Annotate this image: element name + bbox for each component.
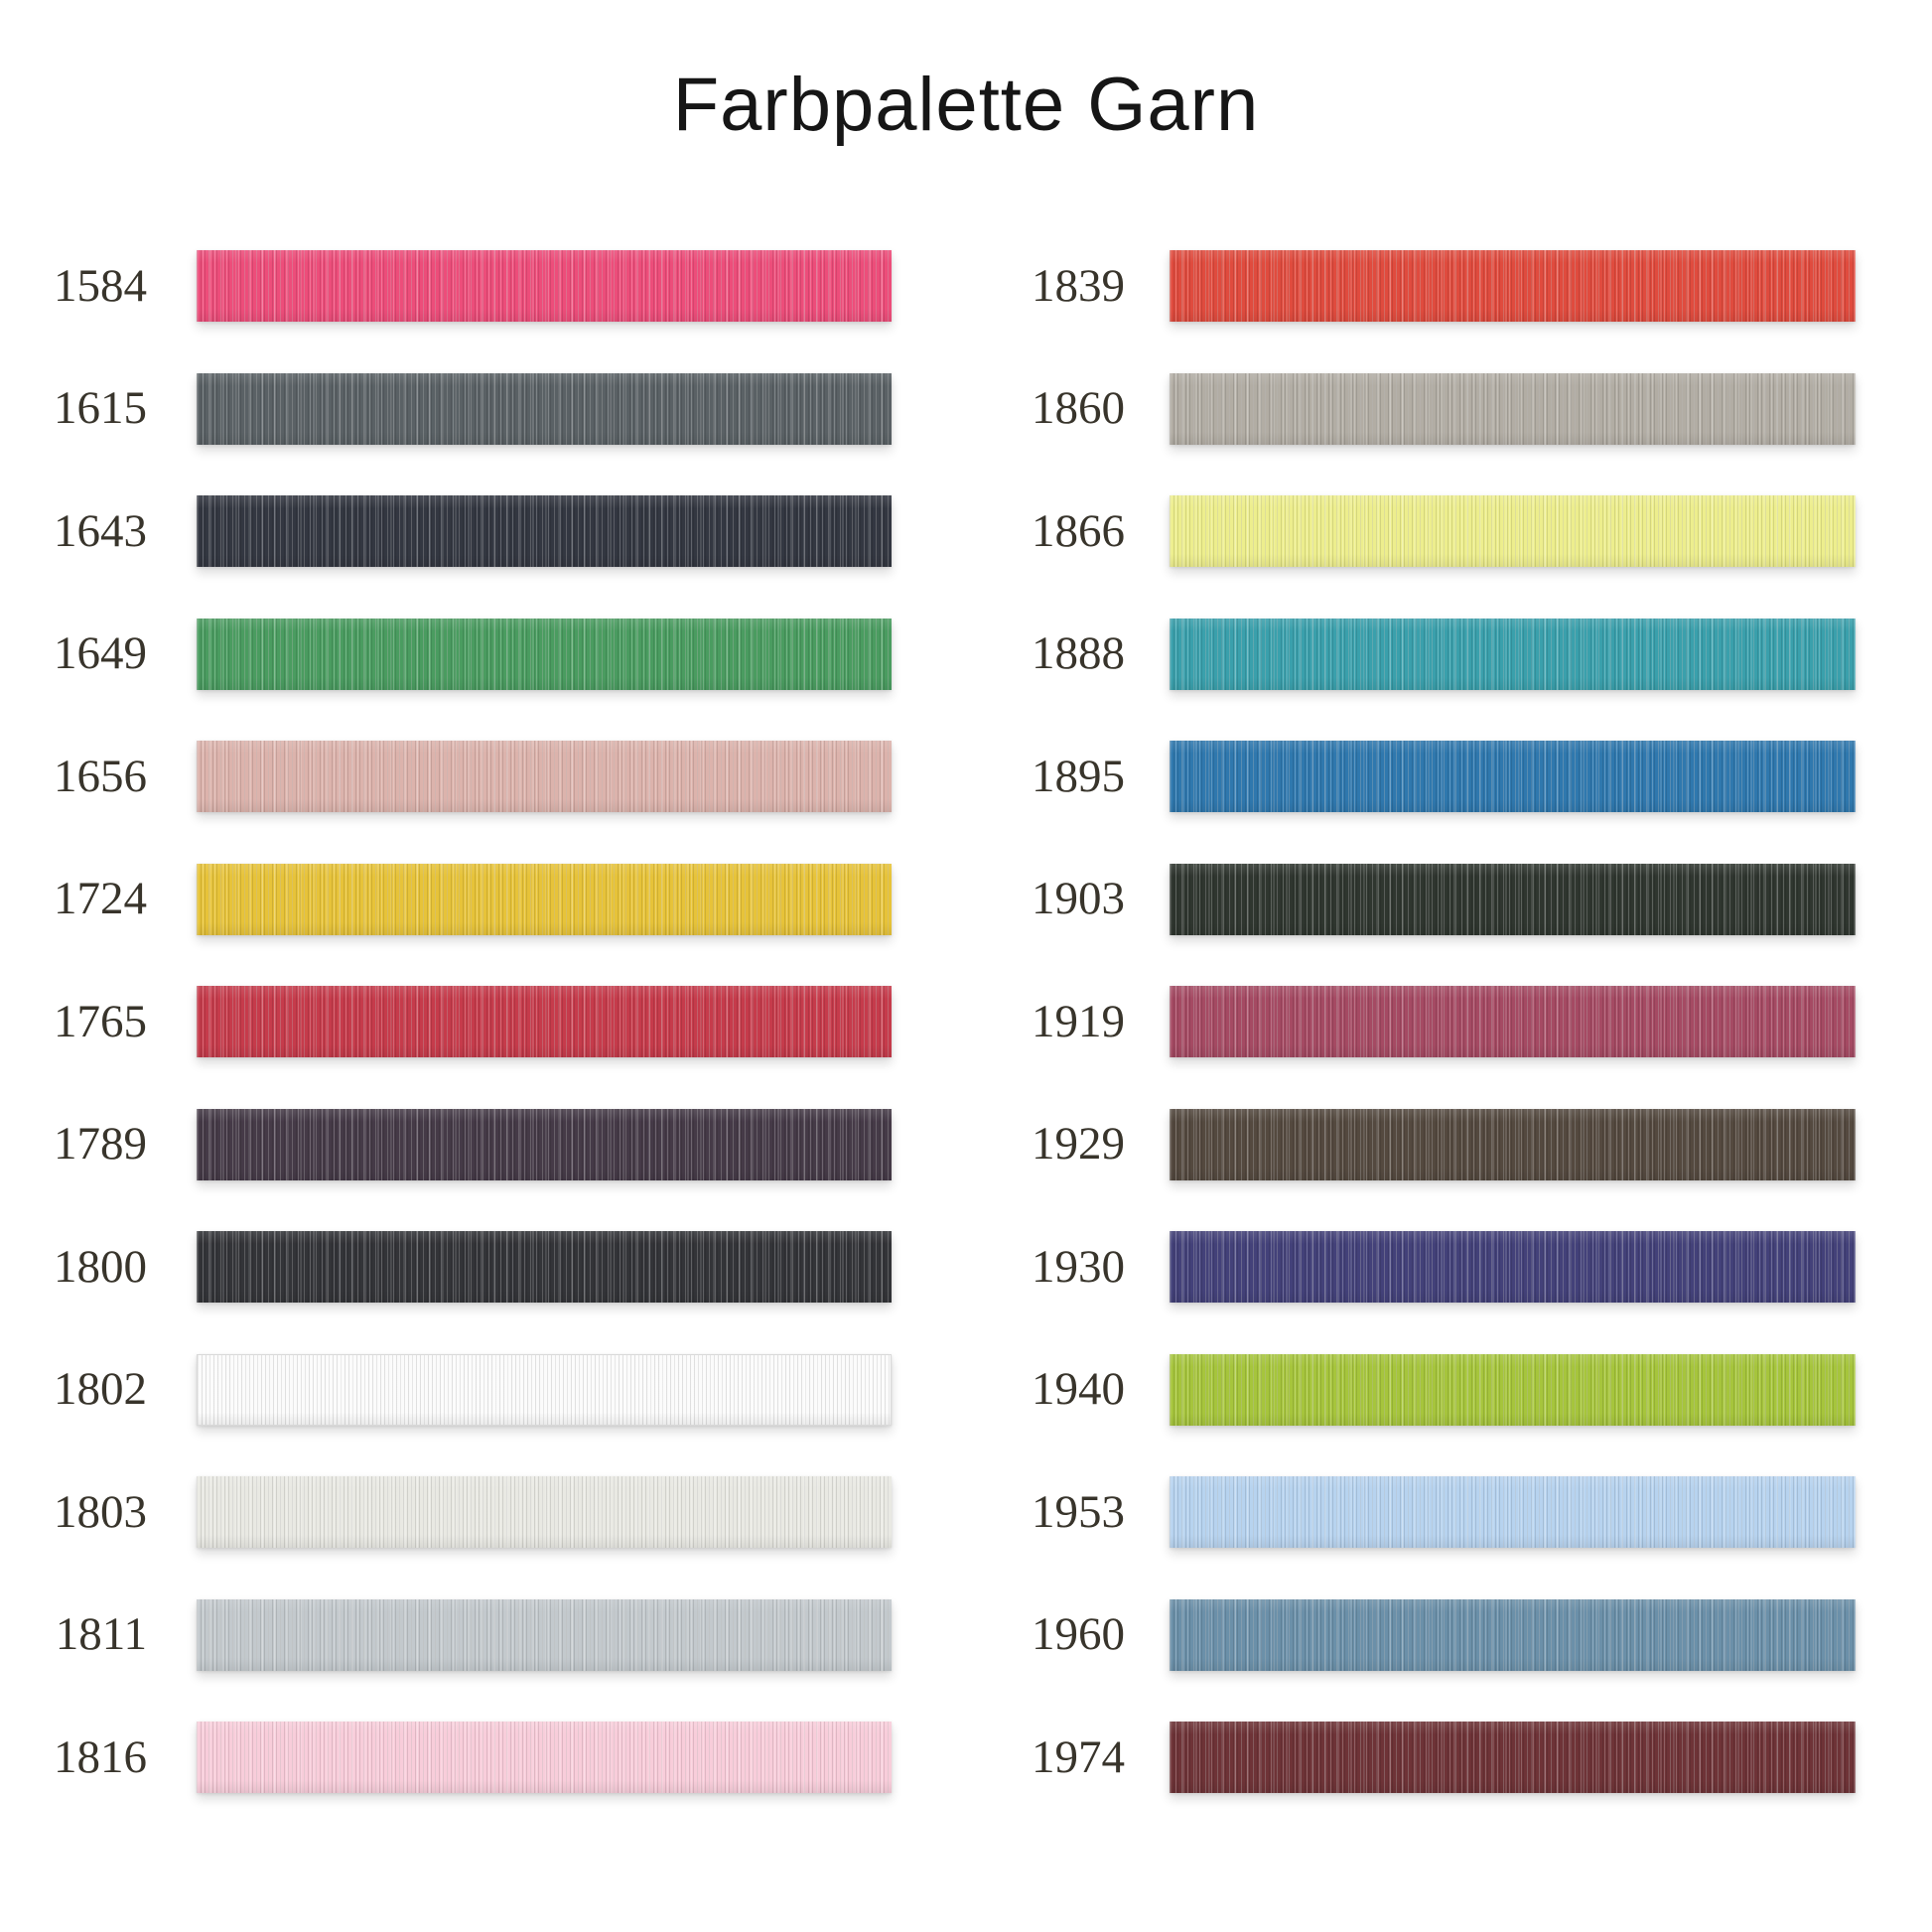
swatch-row: 1615 (0, 372, 892, 445)
yarn-color-swatch (1170, 1476, 1856, 1548)
swatch-row: 1960 (976, 1598, 1856, 1671)
yarn-color-swatch (197, 372, 892, 445)
yarn-code-label: 1919 (1032, 995, 1125, 1047)
yarn-code-label: 1816 (54, 1730, 147, 1783)
yarn-code-label: 1866 (1032, 504, 1125, 557)
swatch-row: 1940 (976, 1353, 1856, 1426)
yarn-color-swatch (197, 1722, 892, 1793)
yarn-color-swatch (197, 986, 892, 1057)
yarn-code-label: 1802 (54, 1363, 147, 1415)
yarn-color-swatch (1170, 1598, 1856, 1671)
swatch-row: 1974 (976, 1722, 1856, 1793)
yarn-code-label: 1724 (54, 873, 147, 924)
swatch-row: 1811 (0, 1598, 892, 1671)
yarn-color-swatch (197, 741, 892, 812)
yarn-code-label: 1789 (54, 1118, 147, 1170)
yarn-code-label: 1903 (1032, 873, 1125, 924)
yarn-color-swatch (1170, 250, 1856, 322)
swatch-row: 1866 (976, 495, 1856, 567)
yarn-code-label: 1930 (1032, 1240, 1125, 1293)
swatch-row: 1656 (0, 741, 892, 812)
swatch-row: 1888 (976, 618, 1856, 690)
yarn-code-label: 1860 (1032, 382, 1125, 434)
yarn-code-label: 1643 (54, 504, 147, 557)
swatch-row: 1724 (0, 863, 892, 935)
swatch-row: 1930 (976, 1231, 1856, 1303)
yarn-code-label: 1974 (1032, 1730, 1125, 1783)
yarn-code-label: 1888 (1032, 627, 1125, 679)
yarn-color-swatch (197, 1108, 892, 1180)
yarn-color-swatch (197, 495, 892, 567)
swatch-row: 1816 (0, 1722, 892, 1793)
yarn-color-swatch (1170, 372, 1856, 445)
swatch-row: 1919 (976, 986, 1856, 1057)
yarn-color-swatch (197, 863, 892, 935)
palette-column-left: 1584 1615 1643 1649 1656 1724 1765 1789 (0, 250, 892, 1793)
swatch-row: 1903 (976, 863, 1856, 935)
yarn-code-label: 1615 (54, 382, 147, 434)
yarn-code-label: 1811 (55, 1608, 147, 1660)
swatch-row: 1953 (976, 1476, 1856, 1548)
yarn-code-label: 1584 (54, 259, 147, 312)
swatch-row: 1643 (0, 495, 892, 567)
swatch-row: 1860 (976, 372, 1856, 445)
yarn-code-label: 1765 (54, 995, 147, 1047)
swatch-row: 1802 (0, 1353, 892, 1426)
yarn-code-label: 1953 (1032, 1485, 1125, 1538)
yarn-code-label: 1940 (1032, 1363, 1125, 1415)
yarn-code-label: 1803 (54, 1485, 147, 1538)
swatch-row: 1800 (0, 1231, 892, 1303)
swatch-row: 1789 (0, 1108, 892, 1180)
yarn-color-swatch (1170, 1353, 1856, 1426)
yarn-color-swatch (197, 1353, 892, 1426)
swatch-row: 1649 (0, 618, 892, 690)
swatch-row: 1803 (0, 1476, 892, 1548)
yarn-code-label: 1656 (54, 750, 147, 802)
swatch-row: 1895 (976, 741, 1856, 812)
yarn-color-swatch (197, 1476, 892, 1548)
yarn-code-label: 1960 (1032, 1608, 1125, 1660)
yarn-code-label: 1649 (54, 627, 147, 679)
swatch-row: 1929 (976, 1108, 1856, 1180)
yarn-color-swatch (1170, 863, 1856, 935)
yarn-code-label: 1895 (1032, 750, 1125, 802)
yarn-code-label: 1800 (54, 1240, 147, 1293)
page-title: Farbpalette Garn (672, 63, 1260, 147)
yarn-color-swatch (197, 618, 892, 690)
yarn-color-swatch (1170, 1231, 1856, 1303)
yarn-color-swatch (1170, 1722, 1856, 1793)
yarn-color-swatch (1170, 1108, 1856, 1180)
yarn-color-swatch (1170, 986, 1856, 1057)
yarn-color-swatch (1170, 741, 1856, 812)
yarn-color-swatch (197, 1231, 892, 1303)
yarn-code-label: 1839 (1032, 259, 1125, 312)
yarn-color-swatch (197, 250, 892, 322)
yarn-color-swatch (197, 1598, 892, 1671)
swatch-row: 1765 (0, 986, 892, 1057)
yarn-color-swatch (1170, 495, 1856, 567)
swatch-row: 1839 (976, 250, 1856, 322)
swatch-row: 1584 (0, 250, 892, 322)
palette-column-right: 1839 1860 1866 1888 1895 1903 1919 1929 (976, 250, 1856, 1793)
yarn-code-label: 1929 (1032, 1118, 1125, 1170)
yarn-color-swatch (1170, 618, 1856, 690)
